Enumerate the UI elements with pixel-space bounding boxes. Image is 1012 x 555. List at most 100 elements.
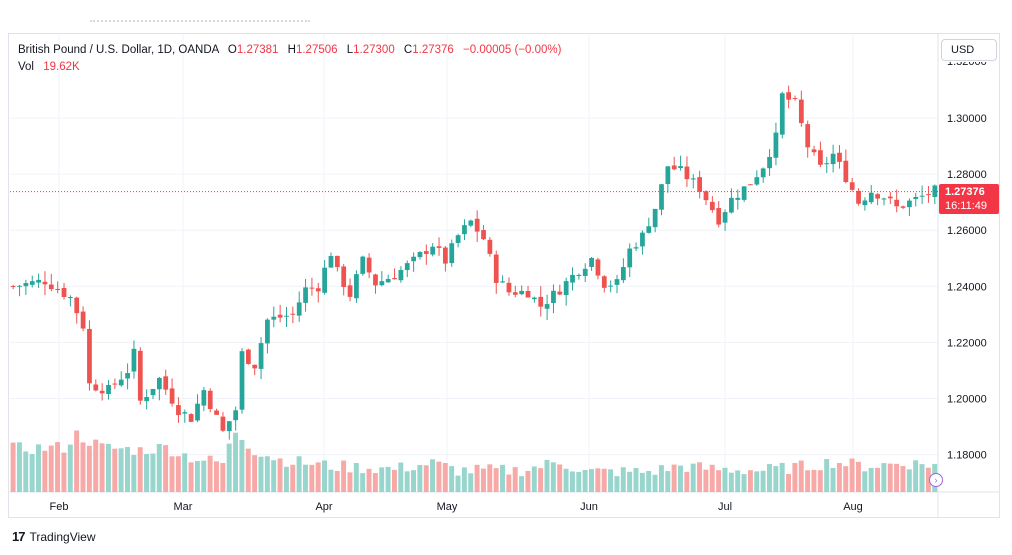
volume-bar <box>601 468 607 492</box>
candle-body <box>245 349 251 364</box>
candle-body <box>849 182 855 190</box>
scroll-to-realtime-icon[interactable]: › <box>929 473 943 487</box>
candle-body <box>633 247 639 249</box>
volume-bar <box>614 476 620 492</box>
volume-bar <box>296 456 302 492</box>
candle-body <box>843 160 849 183</box>
candle-body <box>512 292 518 295</box>
candle-body <box>608 285 614 287</box>
volume-bar <box>627 471 633 492</box>
candle-body <box>17 285 22 287</box>
volume-bar <box>760 470 766 492</box>
currency-button[interactable]: USD <box>941 39 997 61</box>
candle-body <box>595 259 601 276</box>
candle-body <box>112 383 118 385</box>
volume-bar <box>595 468 601 492</box>
candle-body <box>926 194 931 196</box>
volume-bar <box>118 448 124 492</box>
candle-body <box>309 287 315 289</box>
volume-bar <box>239 439 245 492</box>
volume-bar <box>131 455 137 492</box>
volume-bar <box>372 473 378 492</box>
candle-body <box>385 278 391 283</box>
volume-bar <box>42 450 48 492</box>
volume-bar <box>557 464 563 492</box>
volume-bar <box>29 453 35 492</box>
candle-body <box>868 192 874 203</box>
candle-body <box>837 152 842 162</box>
candle-body <box>462 225 467 235</box>
candle-body <box>652 208 658 228</box>
candle-body <box>99 390 105 394</box>
candle-body <box>455 235 461 243</box>
volume-bar <box>798 460 804 492</box>
volume-bar <box>10 442 16 492</box>
tradingview-logo[interactable]: 17 TradingView <box>12 529 96 544</box>
volume-bar <box>55 442 61 492</box>
candle-body <box>271 316 277 320</box>
volume-bar <box>919 464 925 492</box>
volume-bar <box>887 463 893 492</box>
legend-open-value: 1.27381 <box>236 44 279 56</box>
candle-body <box>61 287 67 298</box>
volume-bar <box>226 443 232 492</box>
candle-body <box>214 410 219 415</box>
volume-bar <box>398 462 404 492</box>
candle-body <box>703 191 709 201</box>
candle-body <box>798 99 804 124</box>
candle-body <box>93 384 99 391</box>
candle-body <box>665 166 671 184</box>
candle-body <box>23 283 29 287</box>
volume-bar <box>360 473 366 492</box>
candle-body <box>296 302 302 316</box>
y-tick-label: 1.30000 <box>947 113 987 125</box>
volume-bar <box>817 470 823 492</box>
candle-body <box>258 343 264 369</box>
volume-bar <box>747 470 753 492</box>
volume-bar <box>741 474 747 492</box>
candle-body <box>862 200 868 206</box>
volume-bar <box>125 446 130 492</box>
candle-body <box>42 281 48 285</box>
volume-bar <box>608 469 614 492</box>
candle-body <box>354 274 359 299</box>
candle-body <box>315 288 321 292</box>
volume-bar <box>264 456 270 492</box>
candle-body <box>443 247 448 264</box>
volume-bar <box>36 444 41 492</box>
candle-body <box>506 282 512 293</box>
volume-bar <box>99 443 105 492</box>
candle-body <box>252 364 258 369</box>
volume-bar <box>754 471 760 492</box>
candle-body <box>532 297 537 300</box>
candle-body <box>423 251 429 254</box>
legend-close-value: 1.27376 <box>412 44 454 56</box>
candle-body <box>678 166 683 169</box>
volume-bar <box>271 460 277 492</box>
candle-body <box>150 388 156 396</box>
volume-bar <box>290 464 296 492</box>
candle-body <box>919 195 925 197</box>
chart-frame <box>8 33 1000 518</box>
volume-bar <box>633 467 639 492</box>
candle-body <box>620 267 626 281</box>
candle-body <box>207 390 213 410</box>
candle-body <box>106 384 111 395</box>
x-tick-label: May <box>437 501 458 513</box>
volume-bar <box>220 462 226 492</box>
volume-bar <box>855 461 861 492</box>
volume-bar <box>773 466 779 492</box>
candle-body <box>436 246 442 248</box>
volume-bar <box>283 466 289 492</box>
y-tick-label: 1.26000 <box>947 225 987 237</box>
candle-body <box>576 274 582 277</box>
volume-bar <box>487 464 493 492</box>
candle-body <box>805 124 811 148</box>
volume-bar <box>315 462 321 492</box>
volume-bar <box>652 474 658 492</box>
candle-body <box>684 166 690 180</box>
candle-body <box>398 269 404 281</box>
candle-body <box>659 184 664 210</box>
volume-bar <box>258 456 264 492</box>
